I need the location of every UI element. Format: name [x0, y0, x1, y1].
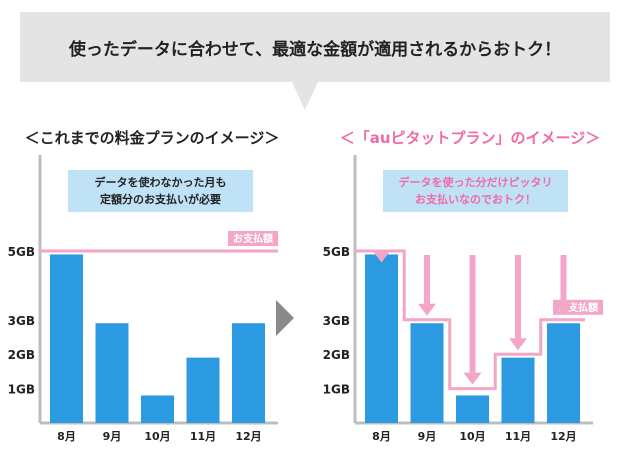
y-tick-label: 2GB: [8, 348, 35, 362]
bar: [501, 357, 535, 423]
down-arrow-icon: [463, 372, 482, 385]
right-panel-title: ＜「auピタットプラン」のイメージ＞: [340, 129, 601, 147]
x-tick-label: 12月: [235, 430, 261, 443]
bar: [50, 254, 83, 423]
y-tick-label: 2GB: [323, 348, 350, 362]
payment-label-badge: [228, 231, 278, 246]
x-tick-label: 11月: [190, 430, 216, 443]
x-tick-label: 8月: [372, 430, 391, 443]
note-line: 定額分のお支払いが必要: [100, 192, 221, 206]
y-tick-label: 3GB: [8, 314, 35, 328]
down-arrow-icon: [554, 303, 573, 316]
x-tick-label: 10月: [144, 430, 170, 443]
y-tick-label: 3GB: [323, 314, 350, 328]
x-tick-label: 11月: [505, 430, 531, 443]
header-pointer: [292, 82, 318, 110]
transition-arrow: [276, 300, 294, 336]
bar: [365, 254, 398, 423]
down-arrow-icon: [418, 303, 436, 316]
x-tick-label: 9月: [418, 430, 437, 443]
down-arrow-shaft: [515, 255, 521, 341]
header-banner: [20, 12, 610, 82]
payment-label: お支払額: [233, 232, 273, 245]
bar: [410, 323, 444, 423]
x-tick-label: 9月: [103, 430, 122, 443]
payment-line: [355, 249, 585, 391]
note-line: データを使わなかった月も: [95, 175, 227, 189]
note-box: [383, 170, 568, 212]
header-text: 使ったデータに合わせて、最適な金額が適用されるからおトク！: [68, 39, 561, 60]
x-tick-label: 12月: [550, 430, 576, 443]
y-tick-label: 5GB: [8, 245, 35, 259]
bar: [547, 323, 580, 423]
x-tick-label: 10月: [459, 430, 485, 443]
note-box: [68, 170, 253, 212]
bar: [232, 323, 265, 423]
y-tick-label: 5GB: [323, 245, 350, 259]
down-arrow-shaft: [469, 255, 476, 375]
bar: [95, 323, 129, 423]
down-arrow-icon: [372, 250, 391, 263]
bar: [456, 395, 489, 423]
bar: [186, 357, 220, 423]
left-panel-title: ＜これまでの料金プランのイメージ＞: [25, 129, 280, 147]
y-tick-label: 1GB: [323, 383, 350, 397]
bar: [141, 395, 174, 423]
down-arrow-icon: [509, 338, 527, 351]
down-arrow-shaft: [560, 255, 567, 306]
x-tick-label: 8月: [57, 430, 76, 443]
y-tick-label: 1GB: [8, 383, 35, 397]
note-line: データを使った分だけピッタリ: [399, 175, 553, 189]
note-line: お支払いなのでおトク！: [415, 192, 536, 206]
down-arrow-shaft: [424, 255, 430, 306]
